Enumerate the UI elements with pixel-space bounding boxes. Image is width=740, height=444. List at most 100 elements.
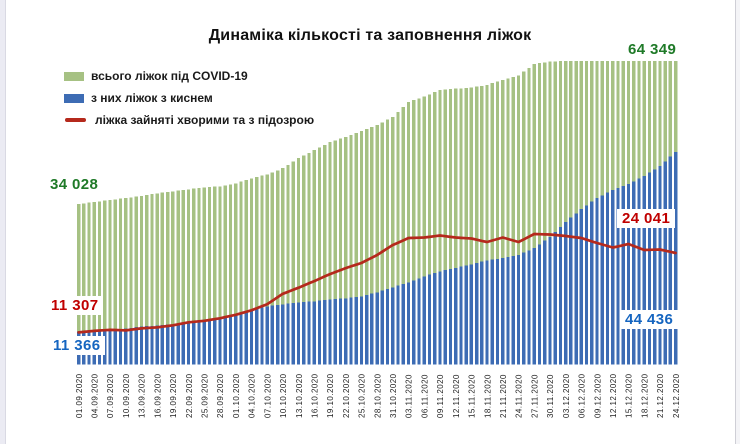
oxygen-bar bbox=[637, 178, 641, 365]
oxygen-bar bbox=[380, 290, 384, 365]
total-bar bbox=[307, 152, 311, 365]
total-bar bbox=[396, 112, 400, 365]
total-bar bbox=[464, 88, 468, 365]
oxygen-bar bbox=[438, 271, 442, 365]
oxygen-bar bbox=[234, 315, 238, 365]
oxygen-bar bbox=[113, 329, 117, 365]
total-bar bbox=[223, 185, 227, 365]
total-bar bbox=[228, 184, 233, 365]
x-axis-label: 18.11.2020 bbox=[483, 374, 492, 418]
total-bar bbox=[495, 81, 500, 365]
x-axis-label: 09.12.2020 bbox=[593, 373, 602, 418]
occupied-beds-start-label: 11 307 bbox=[46, 296, 104, 315]
total-bar bbox=[82, 203, 86, 365]
total-bar bbox=[433, 92, 437, 365]
oxygen-bar bbox=[291, 303, 295, 365]
oxygen-bar bbox=[558, 227, 563, 365]
oxygen-bar bbox=[464, 265, 468, 365]
total-bar bbox=[338, 138, 343, 365]
oxygen-bar bbox=[401, 284, 405, 365]
oxygen-bar bbox=[354, 297, 358, 365]
legend-label-total-beds: всього ліжок під COVID-19 bbox=[91, 69, 248, 83]
total-bar bbox=[97, 201, 102, 365]
total-bar bbox=[155, 193, 159, 365]
total-bar bbox=[344, 137, 348, 365]
total-bar bbox=[401, 107, 405, 365]
total-bar bbox=[333, 140, 337, 365]
oxygen-bar bbox=[265, 306, 269, 365]
total-bar bbox=[197, 188, 201, 365]
oxygen-bar bbox=[563, 222, 568, 365]
total-bar bbox=[139, 195, 144, 365]
oxygen-bar bbox=[647, 172, 652, 365]
total-bar bbox=[375, 125, 379, 365]
x-axis-label: 24.11.2020 bbox=[515, 374, 524, 418]
oxygen-bar bbox=[543, 240, 547, 365]
oxygen-bar bbox=[391, 287, 395, 365]
total-bar bbox=[412, 100, 416, 365]
x-axis-label: 01.10.2020 bbox=[232, 373, 241, 418]
x-axis-label: 04.10.2020 bbox=[248, 373, 257, 418]
total-bar bbox=[134, 196, 138, 365]
oxygen-series-layer bbox=[76, 152, 678, 365]
oxygen-bar bbox=[506, 257, 510, 365]
oxygen-bar bbox=[532, 248, 536, 365]
oxygen-bar bbox=[663, 161, 667, 365]
oxygen-bar bbox=[511, 256, 515, 365]
oxygen-bar bbox=[150, 325, 154, 365]
oxygen-bar bbox=[522, 252, 526, 365]
oxygen-bar bbox=[249, 309, 254, 365]
x-axis-label: 16.10.2020 bbox=[311, 373, 320, 418]
oxygen-bar bbox=[145, 326, 149, 365]
oxygen-bar bbox=[270, 305, 275, 365]
total-bar bbox=[427, 94, 432, 365]
total-bar bbox=[312, 150, 316, 365]
total-bar bbox=[176, 190, 180, 365]
oxygen-bar bbox=[448, 269, 453, 365]
oxygen-bar bbox=[197, 320, 201, 365]
x-axis-label: 13.09.2020 bbox=[138, 373, 147, 418]
oxygen-bar bbox=[134, 327, 138, 365]
total-bar bbox=[92, 202, 96, 365]
total-bar bbox=[213, 186, 217, 365]
oxygen-bar bbox=[653, 169, 657, 365]
oxygen-bar bbox=[281, 304, 285, 365]
x-axis-label: 10.10.2020 bbox=[279, 373, 288, 418]
occupied-line bbox=[77, 232, 677, 334]
x-axis-label: 04.09.2020 bbox=[91, 373, 100, 418]
total-bar bbox=[296, 158, 301, 365]
oxygen-bar bbox=[574, 213, 578, 365]
chart-title: Динаміка кількості та заповнення ліжок bbox=[208, 27, 532, 44]
legend: всього ліжок під COVID-19 з них ліжок з … bbox=[64, 65, 314, 131]
x-axis-label: 12.12.2020 bbox=[609, 373, 618, 418]
total-bar bbox=[569, 61, 573, 365]
x-axis-label: 01.09.2020 bbox=[75, 373, 84, 418]
total-bar bbox=[124, 197, 128, 365]
oxygen-bar bbox=[218, 318, 222, 365]
legend-item-occupied-beds: ліжка зайняті хворими та з підозрою bbox=[64, 109, 314, 131]
total-bar bbox=[485, 84, 489, 365]
x-axis-label: 16.09.2020 bbox=[153, 373, 162, 418]
total-bar bbox=[239, 181, 243, 365]
total-bar bbox=[406, 102, 411, 365]
x-axis-label: 15.11.2020 bbox=[468, 374, 477, 418]
x-axis-label: 06.12.2020 bbox=[578, 373, 587, 418]
total-bar bbox=[422, 96, 426, 365]
total-bar bbox=[501, 80, 505, 365]
oxygen-bar bbox=[160, 325, 165, 365]
oxygen-bar bbox=[139, 326, 144, 365]
oxygen-bar bbox=[333, 299, 337, 365]
total-bar bbox=[527, 67, 531, 365]
x-axis-label: 07.10.2020 bbox=[263, 373, 272, 418]
page-edge-left bbox=[0, 0, 6, 444]
oxygen-bar bbox=[255, 308, 259, 365]
oxygen-bar bbox=[584, 205, 589, 365]
oxygen-bar bbox=[673, 152, 678, 365]
x-axis-label: 03.12.2020 bbox=[562, 373, 571, 418]
total-bar bbox=[354, 133, 358, 365]
oxygen-bar bbox=[370, 293, 374, 365]
total-bar bbox=[87, 202, 91, 365]
total-bar bbox=[537, 63, 542, 365]
x-axis-label: 10.09.2020 bbox=[122, 373, 131, 418]
oxygen-bar bbox=[275, 305, 280, 365]
